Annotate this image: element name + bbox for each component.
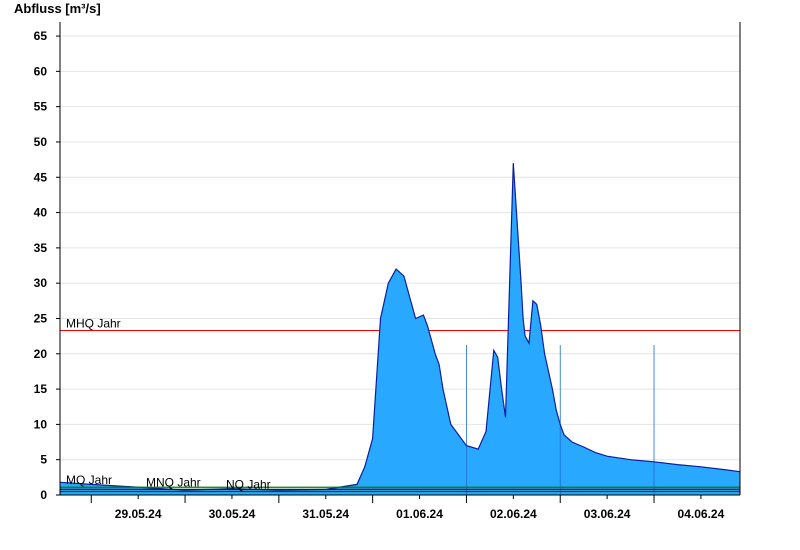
x-tick-label: 04.06.24	[678, 507, 725, 521]
y-tick-label: 55	[34, 100, 48, 114]
y-tick-label: 50	[34, 135, 48, 149]
y-tick-label: 20	[34, 347, 48, 361]
nq-jahr-label: NQ Jahr	[226, 477, 271, 491]
y-tick-label: 60	[34, 64, 48, 78]
y-tick-label: 65	[34, 29, 48, 43]
x-tick-label: 31.05.24	[302, 507, 349, 521]
reference-labels: MHQ Jahr MQ Jahr MNQ Jahr NQ Jahr	[66, 316, 271, 491]
discharge-area	[60, 163, 740, 495]
y-tick-label: 0	[40, 488, 47, 502]
series-layer	[59, 163, 741, 495]
y-tick-label: 30	[34, 276, 48, 290]
x-tick-label: 03.06.24	[584, 507, 631, 521]
y-tick-label: 5	[40, 453, 47, 467]
y-tick-label: 40	[34, 206, 48, 220]
y-tick-label: 45	[34, 170, 48, 184]
mq-jahr-label: MQ Jahr	[66, 473, 112, 487]
x-ticks: 29.05.24 30.05.24 31.05.24 01.06.24 02.06.24…	[90, 495, 725, 521]
discharge-line	[59, 163, 741, 491]
mnq-jahr-label: MNQ Jahr	[146, 475, 201, 489]
x-tick-label: 29.05.24	[115, 507, 162, 521]
y-axis-title: Abfluss [m³/s]	[14, 1, 101, 16]
x-tick-label: 01.06.24	[396, 507, 443, 521]
y-tick-label: 15	[34, 382, 48, 396]
x-tick-label: 30.05.24	[209, 507, 256, 521]
y-tick-label: 10	[34, 417, 48, 431]
axes	[59, 22, 741, 496]
y-tick-label: 25	[34, 311, 48, 325]
mhq-jahr-label: MHQ Jahr	[66, 316, 121, 330]
y-tick-label: 35	[34, 241, 48, 255]
y-ticks: 0 5 10 15 20 25 30 35 40 45 50 55 60 65	[34, 29, 60, 502]
x-tick-label: 02.06.24	[490, 507, 537, 521]
